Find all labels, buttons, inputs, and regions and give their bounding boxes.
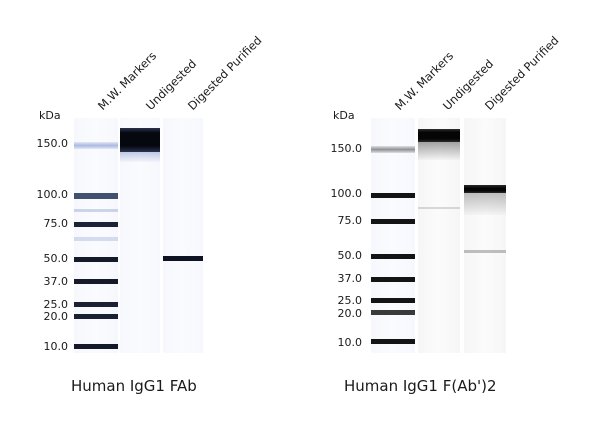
mw-label-75: 75.0 <box>337 214 363 227</box>
lane-digested-purified <box>163 118 203 353</box>
digested-band-faint <box>464 250 506 253</box>
mw-label-50: 50.0 <box>43 252 69 265</box>
marker-band-faint <box>74 209 118 212</box>
gel-caption: Human IgG1 FAb <box>71 377 197 395</box>
lane-markers <box>371 118 415 353</box>
digested-band-50 <box>163 256 203 261</box>
mw-label-10: 10.0 <box>337 336 363 349</box>
marker-band-100 <box>371 193 415 198</box>
digested-band-smear <box>464 193 506 215</box>
digested-band-100 <box>464 185 506 193</box>
axis-unit-label: kDa <box>39 109 61 122</box>
undigested-band-main <box>120 128 160 152</box>
marker-band-faint-2 <box>74 237 118 241</box>
marker-band-10 <box>371 339 415 344</box>
marker-band-50 <box>371 254 415 259</box>
marker-band-20 <box>74 314 118 319</box>
lane-markers <box>74 118 118 353</box>
lane-undigested <box>418 118 460 353</box>
undigested-band-smear <box>418 142 460 160</box>
mw-label-10: 10.0 <box>43 340 69 353</box>
gel-caption: Human IgG1 F(Ab')2 <box>344 377 497 395</box>
undigested-band-faint <box>418 207 460 209</box>
mw-label-25: 25.0 <box>337 294 363 307</box>
marker-band-100 <box>74 193 118 199</box>
marker-band-20 <box>371 310 415 315</box>
mw-label-150: 150.0 <box>36 137 69 150</box>
mw-label-20: 20.0 <box>43 310 69 323</box>
lane-undigested <box>120 118 160 353</box>
marker-band-75 <box>371 219 415 224</box>
mw-label-25: 25.0 <box>43 298 69 311</box>
mw-label-100: 100.0 <box>330 187 363 200</box>
marker-band-75 <box>74 222 118 227</box>
marker-band-37 <box>74 279 118 284</box>
undigested-band-main <box>418 129 460 142</box>
lane-label-digested-purified: Digested Purified <box>185 33 265 113</box>
axis-unit-label: kDa <box>333 109 355 122</box>
mw-label-150: 150.0 <box>330 142 363 155</box>
marker-band-25 <box>74 302 118 307</box>
mw-label-50: 50.0 <box>337 249 363 262</box>
mw-label-37: 37.0 <box>337 272 363 285</box>
marker-band-50 <box>74 257 118 262</box>
mw-label-37: 37.0 <box>43 275 69 288</box>
marker-band-37 <box>371 277 415 282</box>
lane-label-digested-purified: Digested Purified <box>482 33 562 113</box>
marker-band-10 <box>74 344 118 349</box>
mw-label-20: 20.0 <box>337 307 363 320</box>
mw-label-75: 75.0 <box>43 217 69 230</box>
marker-band-25 <box>371 298 415 303</box>
mw-label-100: 100.0 <box>36 188 69 201</box>
undigested-band-smear <box>120 152 160 162</box>
marker-band-150 <box>371 146 415 153</box>
gel-panel-fab2: M.W. Markers Undigested Digested Purifie… <box>300 0 600 421</box>
marker-band-150 <box>74 142 118 149</box>
lane-digested-purified <box>464 118 506 353</box>
gel-panel-fab: M.W. Markers Undigested Digested Purifie… <box>36 33 265 395</box>
